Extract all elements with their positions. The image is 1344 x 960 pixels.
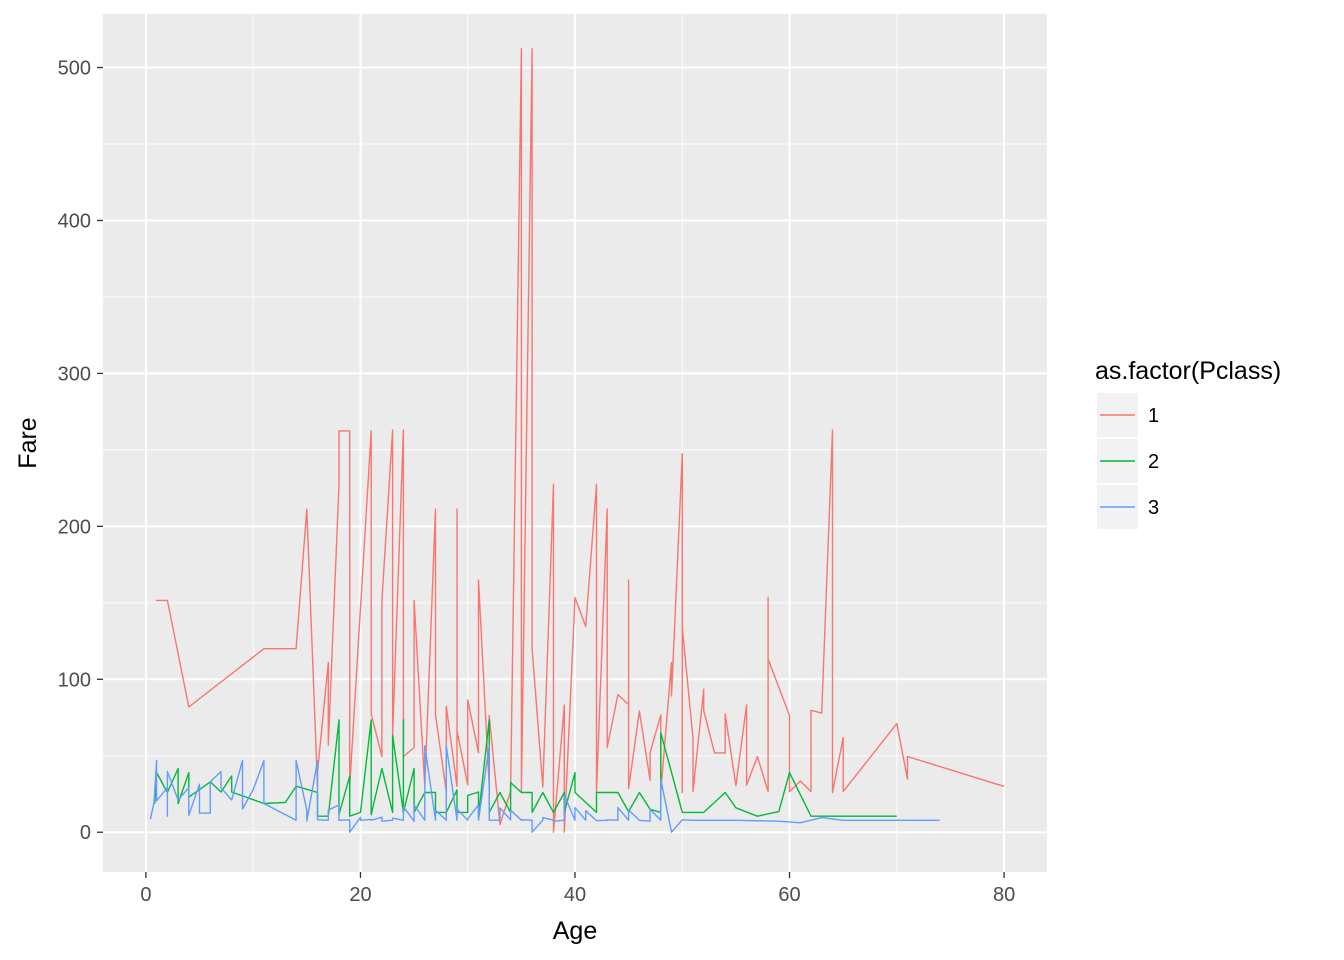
x-tick-label: 0: [140, 884, 151, 906]
y-tick-label: 0: [80, 822, 91, 844]
major-gridlines: [103, 14, 1047, 872]
series-line-pclass-1: [155, 48, 1005, 833]
legend-label: 1: [1148, 405, 1159, 427]
x-tick-label: 80: [993, 884, 1015, 906]
x-axis-title: Age: [553, 917, 597, 945]
legend-label: 2: [1148, 451, 1159, 473]
legend-item-2: 2: [1095, 437, 1159, 485]
y-tick-label: 300: [58, 363, 91, 385]
y-axis-title: Fare: [14, 417, 42, 468]
x-tick-label: 60: [778, 884, 800, 906]
legend-items: 1 2 3: [1095, 391, 1159, 531]
legend-title: as.factor(Pclass): [1095, 357, 1281, 385]
y-tick-label: 400: [58, 210, 91, 232]
x-axis: 0 20 40 60 80: [140, 872, 1015, 906]
legend-item-1: 1: [1095, 391, 1159, 439]
series-layer: [149, 48, 1005, 833]
y-tick-label: 500: [58, 58, 91, 80]
x-tick-label: 40: [564, 884, 586, 906]
series-line-pclass-2: [154, 719, 897, 817]
legend-item-3: 3: [1095, 483, 1159, 531]
legend: as.factor(Pclass) 1 2 3: [1095, 357, 1281, 531]
y-tick-label: 100: [58, 669, 91, 691]
y-axis: 0 100 200 300 400 500: [58, 58, 103, 844]
series-line-pclass-3: [149, 745, 940, 833]
x-tick-label: 20: [349, 884, 371, 906]
y-tick-label: 200: [58, 516, 91, 538]
legend-label: 3: [1148, 497, 1159, 519]
